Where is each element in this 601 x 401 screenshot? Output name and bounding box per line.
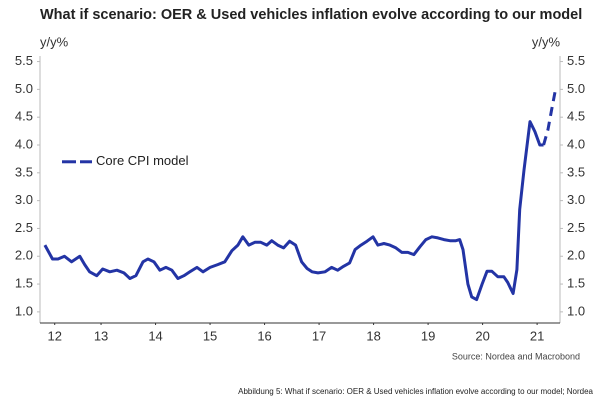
y2-tick-label: 3.5 — [567, 164, 585, 179]
line-series-dashed — [542, 91, 557, 146]
y-tick-label: 5.0 — [15, 81, 33, 96]
x-tick-label: 18 — [366, 328, 380, 343]
y2-axis-label: y/y% — [532, 34, 561, 49]
x-tick-label: 14 — [148, 328, 162, 343]
x-tick-label: 19 — [421, 328, 435, 343]
y-tick-label: 1.0 — [15, 303, 33, 318]
y2-tick-label: 3.0 — [567, 192, 585, 207]
y2-tick-label: 1.5 — [567, 276, 585, 291]
caption: Abbildung 5: What if scenario: OER & Use… — [238, 387, 593, 396]
x-tick-label: 17 — [312, 328, 326, 343]
y-tick-label: 2.0 — [15, 248, 33, 263]
y2-tick-label: 5.5 — [567, 53, 585, 68]
x-tick-label: 13 — [94, 328, 108, 343]
x-tick-label: 16 — [257, 328, 271, 343]
y-tick-label: 4.0 — [15, 136, 33, 151]
y2-tick-label: 2.0 — [567, 248, 585, 263]
y-axis-label: y/y% — [40, 34, 69, 49]
chart-title: What if scenario: OER & Used vehicles in… — [40, 7, 582, 23]
line-series — [43, 120, 544, 302]
y2-tick-label: 4.0 — [567, 136, 585, 151]
y-tick-label: 4.5 — [15, 109, 33, 124]
y-tick-label: 5.5 — [15, 53, 33, 68]
y-tick-label: 2.5 — [15, 220, 33, 235]
y-tick-label: 1.5 — [15, 276, 33, 291]
y2-tick-label: 1.0 — [567, 303, 585, 318]
y2-tick-label: 4.5 — [567, 109, 585, 124]
x-tick-label: 12 — [47, 328, 61, 343]
x-tick-label: 15 — [203, 328, 217, 343]
y2-tick-label: 5.0 — [567, 81, 585, 96]
source-note: Source: Nordea and Macrobond — [452, 351, 580, 361]
x-tick-label: 20 — [475, 328, 489, 343]
x-tick-label: 21 — [530, 328, 544, 343]
legend-label: Core CPI model — [96, 153, 189, 168]
y-tick-label: 3.0 — [15, 192, 33, 207]
y2-tick-label: 2.5 — [567, 220, 585, 235]
y-tick-label: 3.5 — [15, 164, 33, 179]
